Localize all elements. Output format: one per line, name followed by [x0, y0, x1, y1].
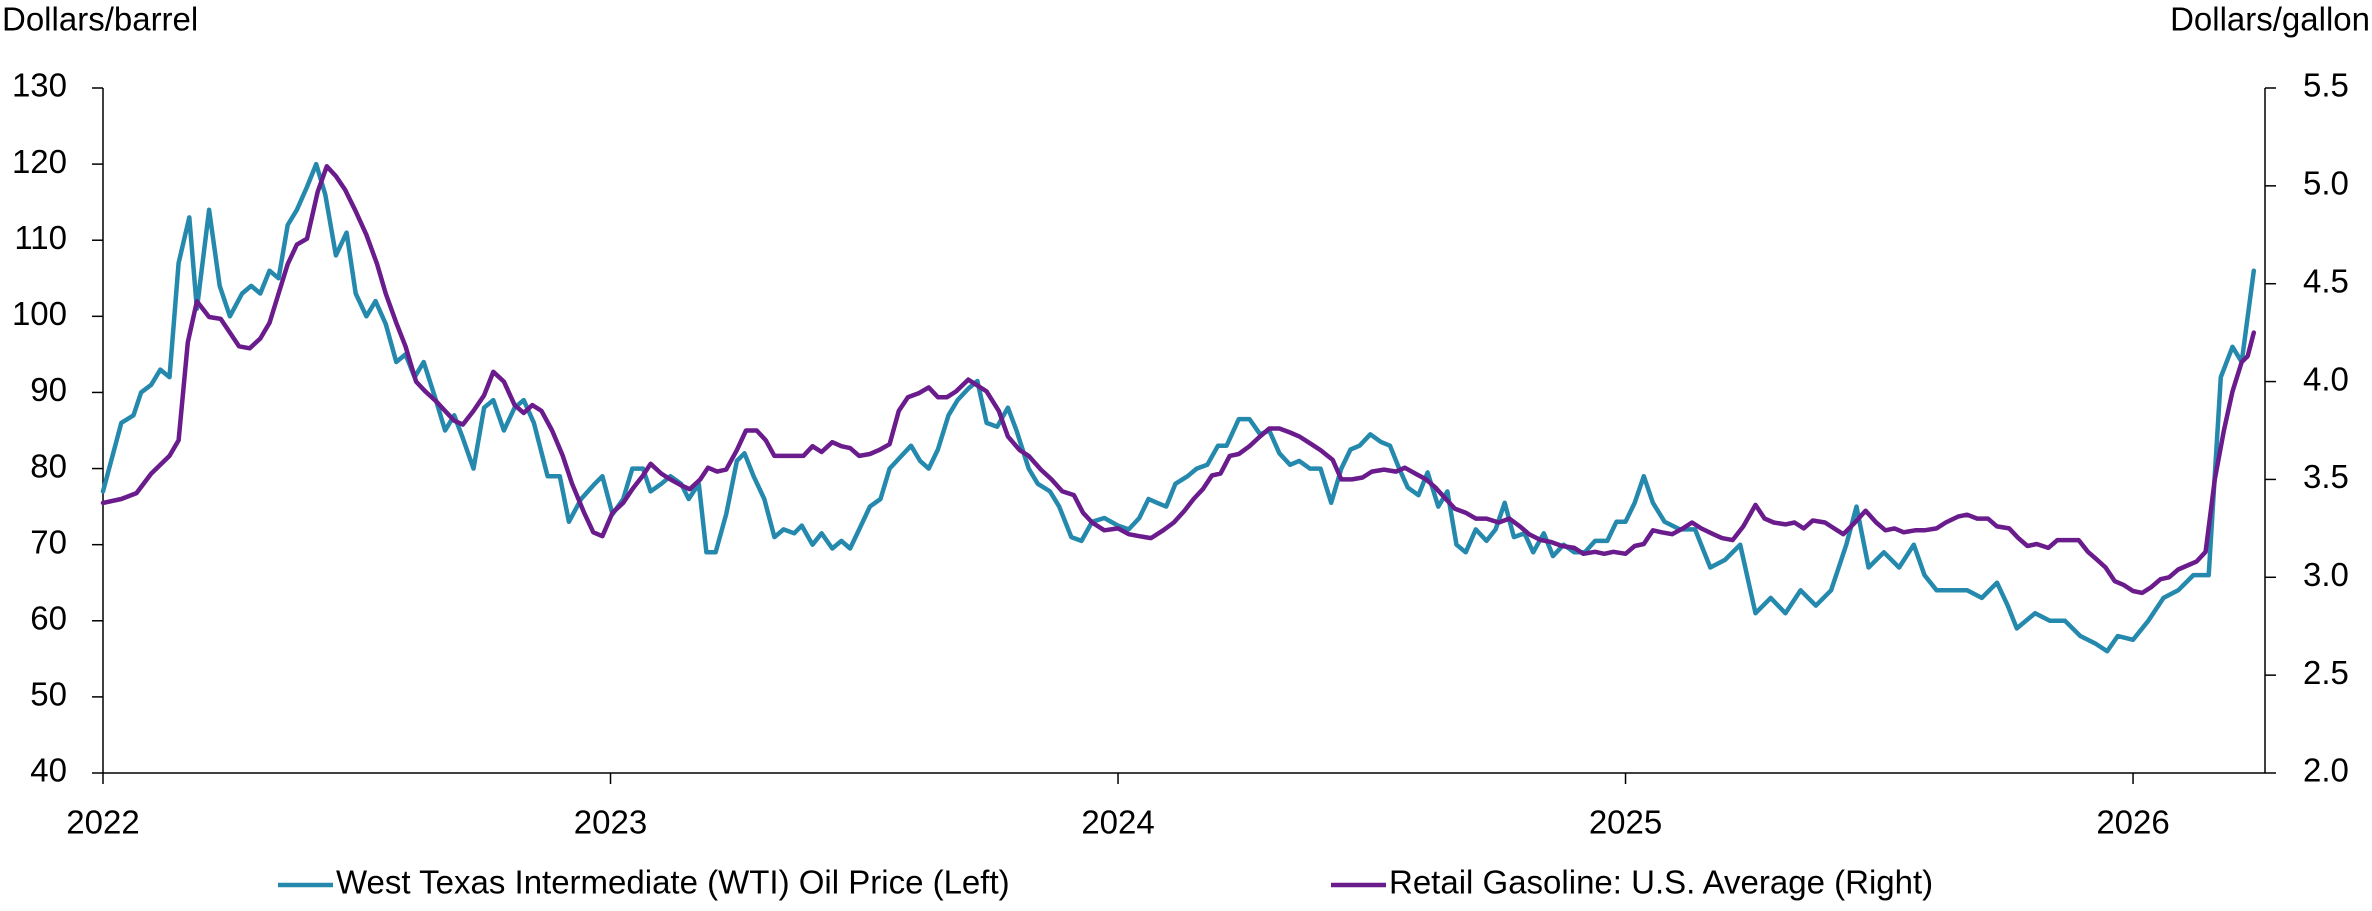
y-axis-label: Dollars/barrel [2, 1, 198, 38]
y-tick-label: 70 [30, 523, 67, 560]
x-tick-label: 2026 [2096, 804, 2169, 841]
y-tick-label: 40 [30, 752, 67, 789]
y2-tick-label: 4.5 [2303, 262, 2349, 299]
y-tick-label: 90 [30, 371, 67, 408]
y-tick-label: 60 [30, 599, 67, 636]
series-line [100, 161, 2257, 654]
y2-tick-label: 2.0 [2303, 752, 2349, 789]
x-tick-label: 2023 [574, 804, 647, 841]
y-tick-label: 130 [12, 67, 67, 104]
legend-label: Retail Gasoline: U.S. Average (Right) [1389, 864, 1933, 901]
y2-tick-label: 3.0 [2303, 556, 2349, 593]
series-line [100, 164, 2257, 596]
legend-label: West Texas Intermediate (WTI) Oil Price … [336, 864, 1010, 901]
y-tick-label: 110 [14, 219, 67, 256]
y-tick-label: 80 [30, 447, 67, 484]
y2-tick-label: 3.5 [2303, 458, 2349, 495]
y2-axis-label: Dollars/gallon [2170, 1, 2370, 38]
y2-tick-label: 5.0 [2303, 165, 2349, 202]
y2-tick-label: 2.5 [2303, 654, 2349, 691]
y-tick-label: 120 [12, 143, 67, 180]
x-tick-label: 2024 [1081, 804, 1154, 841]
x-tick-label: 2025 [1589, 804, 1662, 841]
y-tick-label: 50 [30, 676, 67, 713]
y2-tick-label: 4.0 [2303, 360, 2349, 397]
x-tick-label: 2022 [66, 804, 139, 841]
y-tick-label: 100 [12, 295, 67, 332]
y2-tick-label: 5.5 [2303, 67, 2349, 104]
